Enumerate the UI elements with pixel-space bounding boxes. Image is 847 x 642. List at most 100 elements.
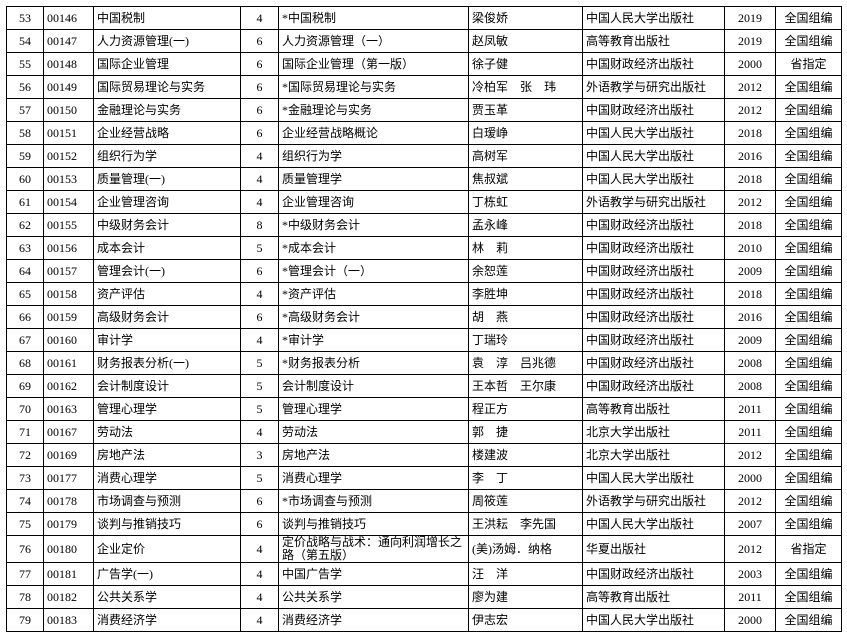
course-code: 00146 bbox=[43, 6, 94, 30]
author: 焦叔斌 bbox=[468, 167, 583, 191]
textbook-title: *中国税制 bbox=[278, 6, 469, 30]
row-number: 67 bbox=[6, 328, 44, 352]
publisher: 外语教学与研究出版社 bbox=[582, 75, 725, 99]
book-table: 53 00146 中国税制 4 *中国税制 梁俊娇 中国人民大学出版社 2019 全国组编 54 0… bbox=[6, 6, 842, 632]
year: 2018 bbox=[724, 282, 776, 306]
course-code: 00154 bbox=[43, 190, 94, 214]
credits: 4 bbox=[240, 535, 279, 563]
textbook-title: *国际贸易理论与实务 bbox=[278, 75, 469, 99]
year: 2018 bbox=[724, 213, 776, 237]
row-number: 69 bbox=[6, 374, 44, 398]
row-number: 79 bbox=[6, 608, 44, 632]
year: 2012 bbox=[724, 98, 776, 122]
year: 2012 bbox=[724, 443, 776, 467]
course-code: 00178 bbox=[43, 489, 94, 513]
year: 2008 bbox=[724, 374, 776, 398]
course-name: 消费经济学 bbox=[93, 608, 241, 632]
credits: 6 bbox=[240, 52, 279, 76]
table-row: 69 00162 会计制度设计 5 会计制度设计 王本哲 王尔康 中国财政经济出版社 2008… bbox=[6, 374, 842, 398]
course-code: 00160 bbox=[43, 328, 94, 352]
source: 全国组编 bbox=[775, 282, 842, 306]
source: 全国组编 bbox=[775, 420, 842, 444]
course-code: 00156 bbox=[43, 236, 94, 260]
author: 楼建波 bbox=[468, 443, 583, 467]
year: 2011 bbox=[724, 397, 776, 421]
source: 省指定 bbox=[775, 52, 842, 76]
year: 2016 bbox=[724, 305, 776, 329]
course-code: 00182 bbox=[43, 585, 94, 609]
course-name: 会计制度设计 bbox=[93, 374, 241, 398]
course-code: 00167 bbox=[43, 420, 94, 444]
table-row: 76 00180 企业定价 4 定价战略与战术：通向利润增长之路（第五版） (美)汤姆．纳… bbox=[6, 535, 842, 563]
author: 徐子健 bbox=[468, 52, 583, 76]
textbook-title: 定价战略与战术：通向利润增长之路（第五版） bbox=[278, 535, 469, 563]
publisher: 北京大学出版社 bbox=[582, 443, 725, 467]
course-name: 管理心理学 bbox=[93, 397, 241, 421]
row-number: 74 bbox=[6, 489, 44, 513]
credits: 4 bbox=[240, 562, 279, 586]
textbook-title: 中国广告学 bbox=[278, 562, 469, 586]
credits: 6 bbox=[240, 98, 279, 122]
textbook-title: 劳动法 bbox=[278, 420, 469, 444]
course-code: 00152 bbox=[43, 144, 94, 168]
course-code: 00151 bbox=[43, 121, 94, 145]
textbook-title: 谈判与推销技巧 bbox=[278, 512, 469, 536]
author: 王本哲 王尔康 bbox=[468, 374, 583, 398]
course-name: 消费心理学 bbox=[93, 466, 241, 490]
credits: 5 bbox=[240, 397, 279, 421]
table-row: 65 00158 资产评估 4 *资产评估 李胜坤 中国财政经济出版社 2018 全国组编 bbox=[6, 282, 842, 306]
publisher: 北京大学出版社 bbox=[582, 420, 725, 444]
credits: 4 bbox=[240, 144, 279, 168]
publisher: 中国财政经济出版社 bbox=[582, 305, 725, 329]
row-number: 56 bbox=[6, 75, 44, 99]
course-name: 谈判与推销技巧 bbox=[93, 512, 241, 536]
source: 全国组编 bbox=[775, 374, 842, 398]
author: 林 莉 bbox=[468, 236, 583, 260]
table-row: 60 00153 质量管理(一) 4 质量管理学 焦叔斌 中国人民大学出版社 2018 全国组编 bbox=[6, 167, 842, 191]
publisher: 中国财政经济出版社 bbox=[582, 562, 725, 586]
table-row: 54 00147 人力资源管理(一) 6 人力资源管理（一） 赵凤敏 高等教育出版社 2019… bbox=[6, 29, 842, 53]
table-row: 75 00179 谈判与推销技巧 6 谈判与推销技巧 王洪耘 李先国 中国人民大学出版社 20… bbox=[6, 512, 842, 536]
table-row: 70 00163 管理心理学 5 管理心理学 程正方 高等教育出版社 2011 全国组编 bbox=[6, 397, 842, 421]
row-number: 73 bbox=[6, 466, 44, 490]
course-code: 00150 bbox=[43, 98, 94, 122]
row-number: 66 bbox=[6, 305, 44, 329]
credits: 6 bbox=[240, 489, 279, 513]
source: 全国组编 bbox=[775, 167, 842, 191]
author: 廖为建 bbox=[468, 585, 583, 609]
course-name: 中国税制 bbox=[93, 6, 241, 30]
textbook-title: *资产评估 bbox=[278, 282, 469, 306]
year: 2003 bbox=[724, 562, 776, 586]
publisher: 中国人民大学出版社 bbox=[582, 6, 725, 30]
textbook-title: 企业管理咨询 bbox=[278, 190, 469, 214]
course-code: 00180 bbox=[43, 535, 94, 563]
course-code: 00163 bbox=[43, 397, 94, 421]
credits: 6 bbox=[240, 305, 279, 329]
course-name: 金融理论与实务 bbox=[93, 98, 241, 122]
course-name: 广告学(一) bbox=[93, 562, 241, 586]
row-number: 55 bbox=[6, 52, 44, 76]
author: 王洪耘 李先国 bbox=[468, 512, 583, 536]
source: 全国组编 bbox=[775, 512, 842, 536]
table-row: 64 00157 管理会计(一) 6 *管理会计（一） 余恕莲 中国财政经济出版社 2009 全… bbox=[6, 259, 842, 283]
table-row: 73 00177 消费心理学 5 消费心理学李 丁中国人民大学出版社 2000 全国组编 bbox=[6, 466, 842, 490]
publisher: 高等教育出版社 bbox=[582, 397, 725, 421]
row-number: 61 bbox=[6, 190, 44, 214]
credits: 6 bbox=[240, 29, 279, 53]
textbook-title: *高级财务会计 bbox=[278, 305, 469, 329]
source: 全国组编 bbox=[775, 259, 842, 283]
source: 全国组编 bbox=[775, 236, 842, 260]
publisher: 高等教育出版社 bbox=[582, 585, 725, 609]
year: 2012 bbox=[724, 190, 776, 214]
textbook-title: 管理心理学 bbox=[278, 397, 469, 421]
course-name: 人力资源管理(一) bbox=[93, 29, 241, 53]
source: 全国组编 bbox=[775, 397, 842, 421]
textbook-title: 人力资源管理（一） bbox=[278, 29, 469, 53]
course-code: 00147 bbox=[43, 29, 94, 53]
credits: 5 bbox=[240, 374, 279, 398]
row-number: 58 bbox=[6, 121, 44, 145]
row-number: 72 bbox=[6, 443, 44, 467]
year: 2000 bbox=[724, 608, 776, 632]
row-number: 60 bbox=[6, 167, 44, 191]
table-row: 72 00169 房地产法 3 房地产法 楼建波 北京大学出版社 2012 全国组编 bbox=[6, 443, 842, 467]
